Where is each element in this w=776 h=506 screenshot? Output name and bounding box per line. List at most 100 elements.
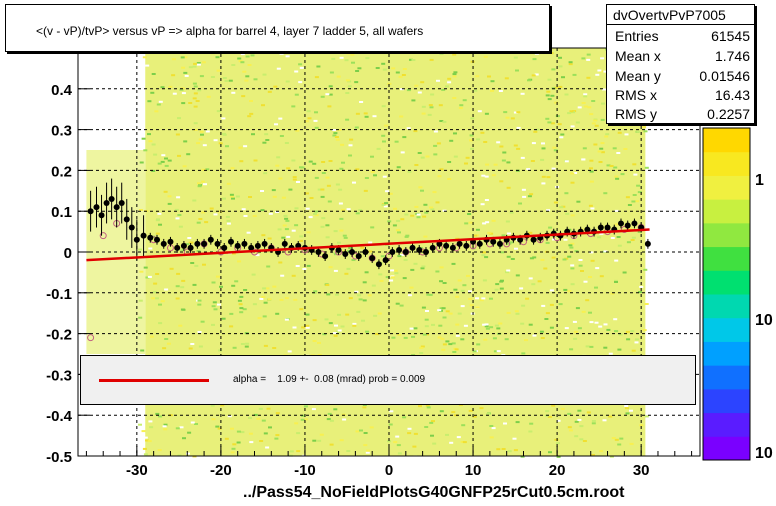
density-cell — [504, 338, 509, 341]
density-cell — [141, 137, 146, 140]
density-cell — [156, 218, 160, 221]
density-cell — [588, 311, 592, 314]
density-cell — [423, 203, 428, 206]
density-cell — [327, 105, 332, 108]
density-cell — [535, 128, 540, 131]
density-cell — [425, 155, 430, 158]
density-cell — [299, 308, 304, 311]
density-cell — [337, 329, 342, 332]
density-cell — [301, 414, 305, 417]
density-cell — [344, 59, 349, 62]
density-cell — [376, 147, 381, 150]
density-cell — [419, 346, 424, 349]
density-cell — [442, 343, 447, 346]
stats-value: 61545 — [711, 28, 750, 44]
density-cell — [543, 267, 548, 270]
density-cell — [185, 243, 190, 246]
density-cell — [531, 74, 536, 77]
fit-line — [86, 228, 650, 262]
density-cell — [439, 52, 444, 55]
density-cell — [495, 283, 500, 286]
density-cell — [239, 295, 244, 298]
density-cell — [184, 74, 189, 77]
profile-point — [174, 244, 181, 251]
density-cell — [180, 286, 185, 289]
density-cell — [498, 322, 503, 325]
density-cell — [593, 143, 598, 146]
legend-line-swatch — [99, 379, 209, 382]
density-cell — [274, 437, 279, 440]
profile-point — [597, 224, 604, 231]
density-cell — [606, 328, 611, 331]
profile-point — [436, 240, 443, 247]
profile-point — [349, 249, 356, 255]
density-cell — [437, 336, 442, 339]
density-cell — [198, 184, 202, 187]
density-cell — [520, 322, 525, 325]
density-cell — [600, 142, 605, 145]
density-cell — [503, 422, 507, 425]
profile-point — [530, 236, 537, 243]
density-cell — [435, 270, 440, 273]
density-cell — [630, 330, 635, 333]
profile-point — [140, 232, 147, 239]
density-cell — [609, 165, 614, 167]
density-cell — [482, 222, 487, 225]
density-cell — [499, 180, 504, 183]
density-cell — [139, 161, 144, 164]
density-cell — [231, 447, 236, 450]
density-cell — [430, 208, 435, 211]
density-cell — [275, 412, 280, 415]
density-cell — [506, 311, 511, 314]
profile-point — [335, 246, 342, 253]
density-cell — [551, 256, 556, 259]
density-cell — [375, 333, 380, 336]
density-cell — [589, 170, 594, 173]
density-cell — [242, 70, 247, 73]
density-cell — [304, 120, 309, 123]
density-cell — [217, 427, 222, 430]
density-cell — [153, 153, 158, 156]
density-cell — [595, 267, 600, 270]
density-cell — [390, 269, 395, 272]
density-cell — [485, 163, 490, 166]
density-cell — [145, 439, 149, 442]
density-cell — [261, 234, 266, 237]
density-cell — [413, 262, 418, 265]
density-cell — [529, 257, 534, 260]
density-cell — [600, 151, 605, 154]
density-cell — [581, 310, 586, 313]
density-cell — [416, 213, 421, 216]
density-cell — [473, 89, 478, 92]
density-cell — [539, 330, 544, 333]
density-cell — [402, 277, 407, 280]
density-cell — [242, 308, 247, 311]
density-cell — [274, 123, 278, 126]
density-cell — [453, 71, 458, 74]
density-cell — [151, 297, 156, 300]
density-cell — [263, 172, 268, 175]
density-cell — [472, 415, 477, 418]
density-cell — [252, 303, 257, 306]
density-cell — [201, 211, 206, 214]
density-cell — [390, 276, 395, 279]
density-cell — [265, 287, 270, 290]
density-cell — [181, 308, 186, 311]
y-tick-label: 0.3 — [51, 123, 72, 140]
density-cell — [623, 148, 628, 150]
density-cell — [515, 421, 520, 424]
density-cell — [570, 264, 575, 267]
density-cell — [605, 133, 610, 136]
density-cell — [414, 205, 419, 208]
density-cell — [587, 106, 592, 109]
density-cell — [267, 237, 272, 240]
profile-point — [584, 226, 591, 233]
density-cell — [247, 64, 252, 66]
density-cell — [496, 141, 501, 144]
density-cell — [506, 232, 511, 235]
density-cell — [452, 73, 457, 76]
density-cell — [178, 225, 183, 228]
density-cell — [455, 323, 460, 326]
profile-point — [281, 240, 288, 247]
density-cell — [460, 305, 465, 308]
